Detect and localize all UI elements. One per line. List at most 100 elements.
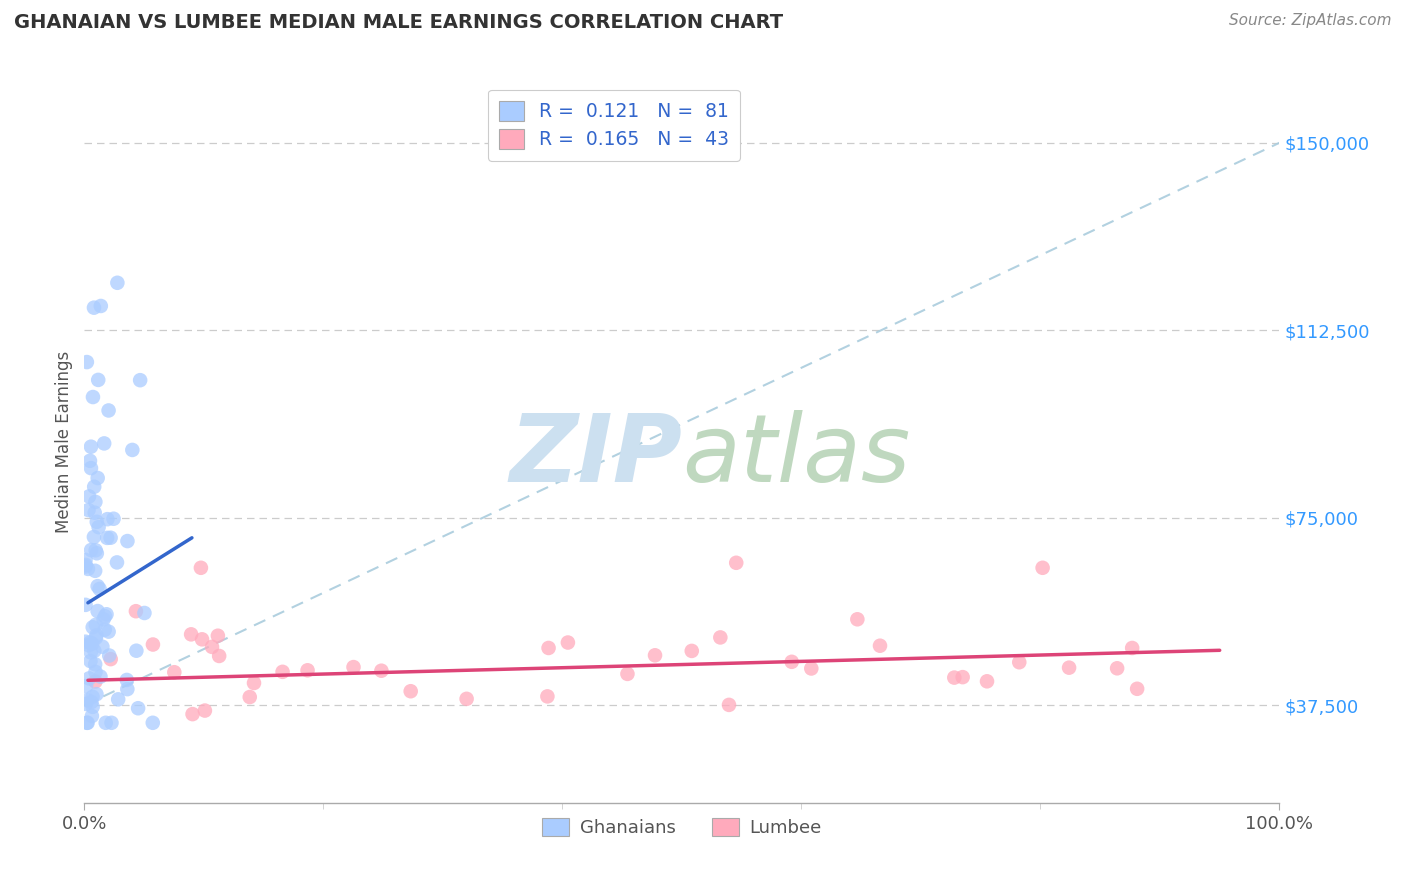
Point (129, 373, 152, 387)
Point (86, 604, 108, 618)
Point (83, 480, 105, 494)
Point (82, 690, 104, 704)
Point (201, 640, 224, 654)
Point (370, 664, 392, 678)
Point (75, 598, 97, 612)
Point (105, 276, 128, 290)
Point (84, 617, 107, 632)
Point (142, 638, 165, 652)
Point (86, 515, 108, 529)
Point (86, 471, 108, 485)
Point (399, 684, 422, 698)
Point (1107, 661, 1129, 675)
Point (94, 715, 117, 730)
Point (107, 692, 129, 706)
Point (97, 403, 120, 417)
Point (76, 715, 98, 730)
Point (90, 299, 112, 313)
Point (1008, 655, 1031, 669)
Point (76, 355, 98, 369)
Point (208, 648, 231, 663)
Point (207, 629, 229, 643)
Point (86, 579, 108, 593)
Point (80, 709, 103, 723)
Point (79, 635, 101, 649)
Point (943, 671, 966, 685)
Point (134, 606, 156, 620)
Point (77, 562, 100, 576)
Point (83, 506, 105, 520)
Point (84, 665, 107, 679)
Point (456, 691, 478, 706)
Point (121, 442, 143, 457)
Point (82, 390, 104, 404)
Point (84, 674, 107, 689)
Point (84, 564, 107, 578)
Point (86, 546, 108, 560)
Point (93, 436, 115, 450)
Point (84, 628, 107, 642)
Point (84, 657, 107, 672)
Point (536, 690, 558, 704)
Point (163, 665, 186, 680)
Point (93, 612, 115, 626)
Text: GHANAIAN VS LUMBEE MEDIAN MALE EARNINGS CORRELATION CHART: GHANAIAN VS LUMBEE MEDIAN MALE EARNINGS … (14, 13, 783, 32)
Point (681, 644, 703, 658)
Point (75, 679, 97, 693)
Point (725, 556, 748, 570)
Point (100, 652, 122, 666)
Point (125, 604, 148, 618)
Point (76, 715, 98, 730)
Text: atlas: atlas (682, 410, 910, 501)
Point (1057, 661, 1080, 675)
Point (80, 440, 103, 454)
Point (869, 639, 891, 653)
Point (77, 672, 100, 686)
Point (616, 666, 638, 681)
Point (82, 637, 104, 651)
Point (79, 454, 101, 468)
Point (80, 695, 103, 709)
Point (75, 553, 97, 567)
Point (194, 704, 217, 718)
Point (80, 543, 103, 558)
Y-axis label: Median Male Earnings: Median Male Earnings (55, 351, 73, 533)
Point (75, 559, 97, 574)
Point (100, 715, 122, 730)
Point (86, 687, 108, 701)
Point (75, 558, 97, 572)
Legend: Ghanaians, Lumbee: Ghanaians, Lumbee (534, 811, 830, 845)
Point (87, 373, 110, 387)
Point (239, 690, 262, 704)
Point (89, 582, 111, 596)
Point (80, 645, 103, 659)
Point (952, 670, 974, 684)
Point (342, 660, 364, 674)
Point (84, 495, 107, 509)
Point (243, 676, 266, 690)
Point (846, 612, 869, 626)
Point (94, 609, 117, 624)
Point (780, 655, 803, 669)
Point (1032, 561, 1054, 575)
Point (271, 665, 294, 679)
Point (117, 682, 139, 697)
Point (98, 648, 121, 663)
Point (82, 620, 104, 634)
Point (89, 670, 111, 684)
Point (103, 512, 125, 526)
Point (105, 556, 128, 570)
Point (83, 644, 105, 658)
Point (80, 461, 103, 475)
Point (100, 531, 122, 545)
Point (77, 503, 100, 517)
Point (75, 634, 97, 648)
Point (97, 624, 120, 639)
Point (75, 697, 97, 711)
Point (87, 520, 110, 534)
Point (127, 701, 149, 715)
Point (142, 715, 165, 730)
Point (115, 673, 138, 687)
Point (557, 635, 579, 649)
Point (190, 561, 212, 575)
